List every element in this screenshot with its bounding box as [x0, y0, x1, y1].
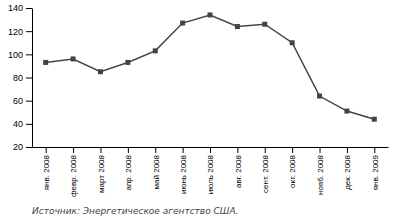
- marker: [262, 22, 267, 27]
- tick-mark: [100, 147, 101, 153]
- tick-label: 80: [13, 73, 23, 83]
- tick-label: 40: [13, 119, 23, 129]
- marker: [372, 117, 377, 122]
- marker: [71, 56, 76, 61]
- marker: [208, 12, 213, 17]
- x-tick: май 2008: [152, 147, 161, 189]
- marker: [153, 48, 158, 53]
- tick-mark: [237, 147, 238, 153]
- tick-label: нояб. 2008: [316, 154, 325, 195]
- tick-mark: [73, 147, 74, 153]
- tick-mark: [26, 124, 32, 125]
- tick-label: март 2008: [97, 154, 106, 192]
- x-tick: янв. 2009: [371, 147, 380, 190]
- tick-mark: [210, 147, 211, 153]
- y-tick: 120: [8, 27, 32, 37]
- marker: [125, 60, 130, 65]
- x-tick: янв. 2008: [42, 147, 51, 190]
- x-axis: янв. 2008 февр. 2008 март 2008 апр. 2008 май…: [33, 147, 389, 197]
- tick-mark: [347, 147, 348, 153]
- tick-mark: [320, 147, 321, 153]
- marker: [235, 24, 240, 29]
- tick-label: 120: [8, 27, 23, 37]
- axis-line: [32, 9, 33, 148]
- x-tick: сент. 2008: [261, 147, 270, 193]
- source-note: Источник: Энергетическое агентство США.: [32, 206, 238, 216]
- tick-mark: [155, 147, 156, 153]
- x-tick: июнь 2008: [179, 147, 188, 194]
- tick-label: 60: [13, 96, 23, 106]
- line: [46, 15, 375, 119]
- tick-label: янв. 2009: [371, 154, 380, 190]
- tick-mark: [374, 147, 375, 153]
- tick-label: 140: [8, 3, 23, 13]
- x-tick: дек. 2008: [343, 147, 352, 190]
- tick-label: июнь 2008: [179, 154, 188, 194]
- tick-mark: [265, 147, 266, 153]
- x-tick: окт. 2008: [288, 147, 297, 188]
- tick-mark: [26, 101, 32, 102]
- tick-label: июль 2008: [206, 154, 215, 194]
- tick-mark: [183, 147, 184, 153]
- y-tick: 40: [13, 119, 32, 129]
- y-axis: 20 40 60 80 100 120 140: [8, 3, 33, 152]
- tick-label: авг. 2008: [234, 154, 243, 187]
- tick-label: дек. 2008: [343, 154, 352, 189]
- plot: 20 40 60 80 100 120 140 янв. 2008 февр. 2008 март…: [8, 3, 389, 197]
- tick-label: янв. 2008: [42, 154, 51, 190]
- tick-mark: [26, 147, 32, 148]
- x-tick: нояб. 2008: [316, 147, 325, 195]
- tick-label: февр. 2008: [69, 154, 78, 197]
- tick-label: апр. 2008: [124, 154, 133, 190]
- y-tick: 140: [8, 3, 32, 13]
- marker: [98, 69, 103, 74]
- tick-label: сент. 2008: [261, 154, 270, 192]
- x-tick: июль 2008: [206, 147, 215, 194]
- y-tick: 20: [13, 142, 32, 152]
- marker: [43, 60, 48, 65]
- tick-label: 100: [8, 50, 23, 60]
- tick-mark: [128, 147, 129, 153]
- tick-mark: [292, 147, 293, 153]
- chart: 20 40 60 80 100 120 140 янв. 2008 февр. 2008 март…: [0, 0, 400, 219]
- y-tick: 100: [8, 50, 32, 60]
- tick-mark: [26, 78, 32, 79]
- tick-mark: [26, 54, 32, 55]
- marker: [344, 109, 349, 114]
- tick-mark: [26, 31, 32, 32]
- y-tick: 80: [13, 73, 32, 83]
- y-tick: 60: [13, 96, 32, 106]
- x-tick: февр. 2008: [69, 147, 78, 197]
- tick-mark: [46, 147, 47, 153]
- tick-label: май 2008: [152, 154, 161, 189]
- x-tick: март 2008: [97, 147, 106, 193]
- tick-mark: [26, 8, 32, 9]
- marker: [290, 40, 295, 45]
- marker: [317, 94, 322, 99]
- tick-label: 20: [13, 142, 23, 152]
- marker: [180, 21, 185, 26]
- tick-label: окт. 2008: [288, 154, 297, 188]
- marks: [43, 12, 377, 121]
- x-tick: авг. 2008: [234, 147, 243, 188]
- x-tick: апр. 2008: [124, 147, 133, 190]
